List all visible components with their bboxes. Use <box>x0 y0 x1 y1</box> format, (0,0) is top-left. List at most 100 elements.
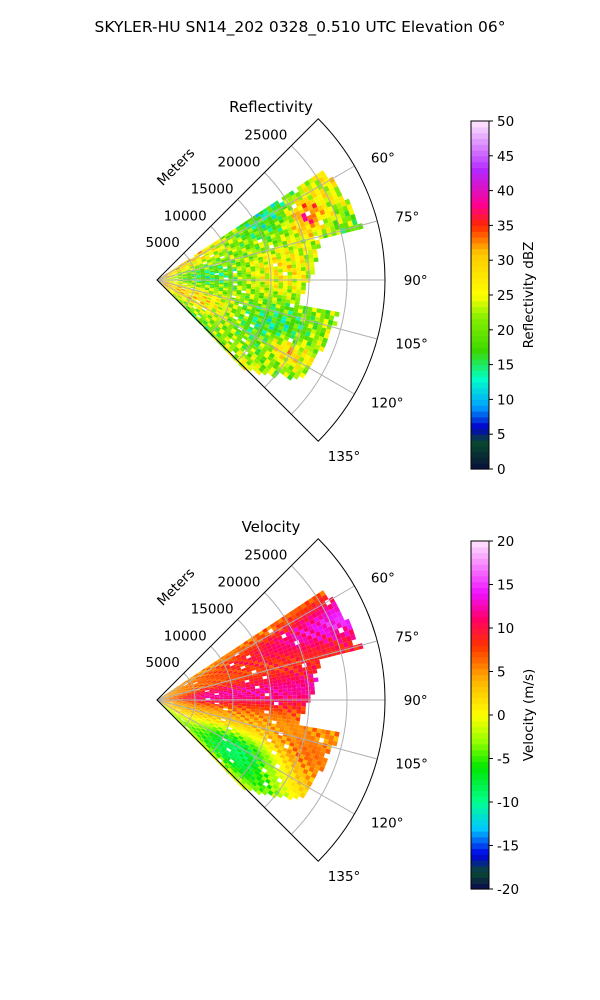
azimuth-tick-label: 120° <box>371 815 404 831</box>
colorbar-segment <box>471 196 489 203</box>
colorbar-segment <box>471 306 489 313</box>
colorbar-segment <box>471 254 489 261</box>
colorbar-tick-label: 25 <box>497 288 514 304</box>
colorbar-segment <box>471 680 489 687</box>
colorbar-segment <box>471 231 489 238</box>
colorbar-segment <box>471 546 489 554</box>
colorbar-segment <box>471 353 489 360</box>
radar-field <box>159 170 364 381</box>
colorbar-tick-label: 50 <box>497 114 514 130</box>
colorbar-segment <box>471 300 489 308</box>
azimuth-tick-label: 135° <box>328 449 361 465</box>
colorbar-segment <box>471 697 489 704</box>
colorbar-segment <box>471 184 489 192</box>
colorbar-segment <box>471 709 489 716</box>
colorbar-segment <box>471 645 489 652</box>
range-tick-label: 10000 <box>164 628 207 644</box>
colorbar-segment <box>471 295 489 302</box>
colorbar-segment <box>471 633 489 641</box>
colorbar-segment <box>471 744 489 751</box>
colorbar-segment <box>471 883 489 890</box>
colorbar-tick-label: 30 <box>497 253 514 269</box>
velocity-colorbar: -20 -15 -10 -5 0 5 10 15 20 Velocity (m/s) <box>470 534 537 898</box>
colorbar-segment <box>471 225 489 232</box>
figure-suptitle: SKYLER-HU SN14_202 0328_0.510 UTC Elevat… <box>95 18 506 37</box>
colorbar-segment <box>471 877 489 884</box>
colorbar-segment <box>471 445 489 453</box>
colorbar-segment <box>471 318 489 325</box>
range-tick-label: 20000 <box>218 575 261 591</box>
colorbar-segment <box>471 738 489 745</box>
colorbar-segment <box>471 575 489 583</box>
colorbar-tick-label: -10 <box>497 795 519 811</box>
colorbar-tick-label: 10 <box>497 621 514 637</box>
colorbar-segment <box>471 347 489 354</box>
radar-field <box>159 590 364 801</box>
colorbar-segment <box>471 871 489 878</box>
colorbar-tick-label: -15 <box>497 839 519 855</box>
colorbar-segment <box>471 831 489 838</box>
colorbar-tick-label: 15 <box>497 358 514 374</box>
colorbar-segment <box>471 622 489 629</box>
colorbar-segment <box>471 121 489 128</box>
colorbar-segment <box>471 416 489 424</box>
colorbar-segment <box>471 370 489 377</box>
colorbar-segment <box>471 237 489 244</box>
colorbar-segment <box>471 639 489 646</box>
range-tick-label: 25000 <box>244 128 287 144</box>
reflectivity-panel: Reflectivity500010000150002000025000Mete… <box>146 98 428 465</box>
colorbar-segment <box>471 796 489 803</box>
colorbar-tick-label: 0 <box>497 462 506 478</box>
colorbar-segment <box>471 691 489 699</box>
reflectivity-colorbar: 0 5 10 15 20 25 30 35 40 45 50 Reflectivity dBZ <box>470 114 537 478</box>
azimuth-tick-label: 75° <box>395 630 419 646</box>
range-tick-label: 20000 <box>218 155 261 171</box>
panel-title: Reflectivity <box>229 98 313 116</box>
colorbar-tick-label: 0 <box>497 708 506 724</box>
colorbar-segment <box>471 773 489 780</box>
colorbar-segment <box>471 422 489 429</box>
azimuth-spoke <box>156 279 355 395</box>
colorbar-segment <box>471 674 489 681</box>
azimuth-spoke <box>156 220 378 281</box>
azimuth-spoke <box>156 165 355 281</box>
colorbar-segment <box>471 825 489 832</box>
colorbar-segment <box>471 213 489 221</box>
colorbar-segment <box>471 860 489 867</box>
colorbar-segment <box>471 266 489 273</box>
colorbar-segment <box>471 190 489 197</box>
colorbar-segment <box>471 819 489 826</box>
range-tick-label: 15000 <box>191 601 234 617</box>
colorbar-segment <box>471 807 489 815</box>
colorbar-segment <box>471 358 489 366</box>
colorbar-segment <box>471 132 489 139</box>
colorbar-segment <box>471 167 489 174</box>
range-tick-label: 5000 <box>146 655 180 671</box>
colorbar-segment <box>471 593 489 600</box>
colorbar-segment <box>471 144 489 151</box>
sector-frame <box>156 118 386 442</box>
colorbar-segment <box>471 150 489 157</box>
colorbar-segment <box>471 587 489 594</box>
colorbar-segment <box>471 651 489 658</box>
colorbar-segment <box>471 726 489 733</box>
colorbar-segment <box>471 570 489 577</box>
range-tick-label: 10000 <box>164 208 207 224</box>
colorbar-label: Velocity (m/s) <box>521 669 537 762</box>
colorbar-segment <box>471 155 489 163</box>
colorbar-segment <box>471 732 489 739</box>
azimuth-tick-label: 105° <box>395 336 428 352</box>
azimuth-spoke <box>156 699 378 760</box>
colorbar-segment <box>471 842 489 849</box>
azimuth-spoke <box>156 279 378 340</box>
colorbar-segment <box>471 767 489 774</box>
colorbar-segment <box>471 761 489 768</box>
colorbar-segment <box>471 138 489 145</box>
colorbar-tick-label: 40 <box>497 184 514 200</box>
colorbar-segment <box>471 335 489 342</box>
azimuth-tick-label: 135° <box>328 869 361 885</box>
colorbar-segment <box>471 219 489 226</box>
range-tick-label: 15000 <box>191 181 234 197</box>
range-tick-label: 25000 <box>244 548 287 564</box>
